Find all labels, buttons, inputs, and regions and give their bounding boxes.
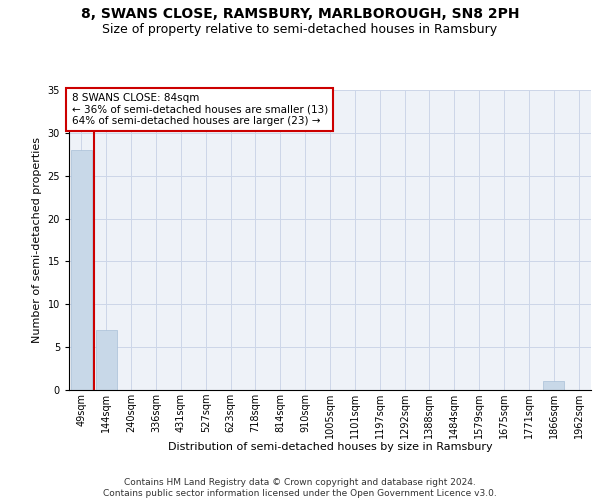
Bar: [96, 330, 117, 390]
Text: Contains HM Land Registry data © Crown copyright and database right 2024.
Contai: Contains HM Land Registry data © Crown c…: [103, 478, 497, 498]
Bar: [543, 382, 564, 390]
Text: 8 SWANS CLOSE: 84sqm
← 36% of semi-detached houses are smaller (13)
64% of semi-: 8 SWANS CLOSE: 84sqm ← 36% of semi-detac…: [71, 93, 328, 126]
Text: 8, SWANS CLOSE, RAMSBURY, MARLBOROUGH, SN8 2PH: 8, SWANS CLOSE, RAMSBURY, MARLBOROUGH, S…: [81, 8, 519, 22]
Y-axis label: Number of semi-detached properties: Number of semi-detached properties: [32, 137, 42, 343]
Text: Distribution of semi-detached houses by size in Ramsbury: Distribution of semi-detached houses by …: [167, 442, 493, 452]
Bar: [71, 150, 92, 390]
Text: Size of property relative to semi-detached houses in Ramsbury: Size of property relative to semi-detach…: [103, 22, 497, 36]
